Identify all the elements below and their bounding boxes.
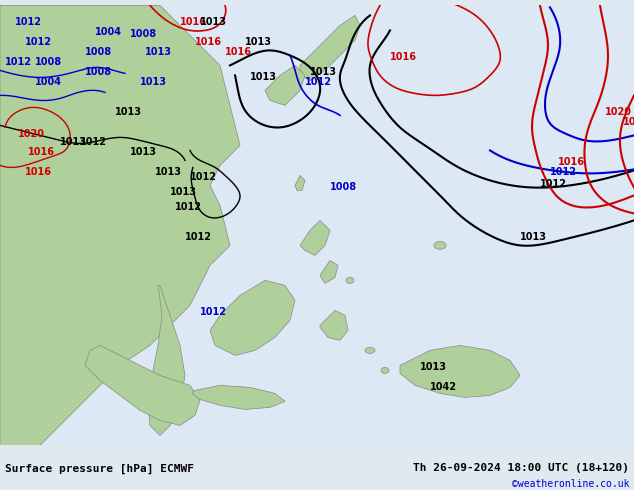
Text: 1008: 1008 (85, 48, 112, 57)
Text: 1016: 1016 (180, 18, 207, 27)
Text: 1004: 1004 (35, 77, 62, 87)
Polygon shape (192, 386, 285, 410)
Text: 1012: 1012 (550, 168, 577, 177)
Text: 1016: 1016 (225, 48, 252, 57)
Polygon shape (300, 220, 330, 255)
Ellipse shape (346, 277, 354, 283)
Text: Th 26-09-2024 18:00 UTC (18+120): Th 26-09-2024 18:00 UTC (18+120) (413, 464, 629, 473)
Text: 1008: 1008 (35, 57, 62, 68)
Text: 1013: 1013 (200, 18, 227, 27)
Ellipse shape (365, 347, 375, 353)
Ellipse shape (381, 368, 389, 373)
Polygon shape (265, 65, 305, 105)
Text: Surface pressure [hPa] ECMWF: Surface pressure [hPa] ECMWF (5, 464, 194, 473)
Polygon shape (320, 260, 338, 283)
Polygon shape (320, 310, 348, 341)
Text: 1013: 1013 (310, 68, 337, 77)
Text: 1024: 1024 (623, 118, 634, 127)
Polygon shape (0, 5, 240, 445)
Text: 1020: 1020 (18, 129, 45, 139)
Polygon shape (400, 345, 520, 397)
Text: 1016: 1016 (195, 37, 222, 48)
Text: 1012: 1012 (200, 307, 227, 318)
Polygon shape (85, 345, 200, 425)
Text: 1012: 1012 (540, 179, 567, 190)
Text: 1013: 1013 (420, 363, 447, 372)
Text: 1012: 1012 (305, 77, 332, 87)
Text: 1016: 1016 (25, 168, 52, 177)
Polygon shape (210, 280, 295, 355)
Text: 1012: 1012 (190, 172, 217, 182)
Text: 1013: 1013 (155, 168, 182, 177)
Text: 1013: 1013 (130, 147, 157, 157)
Text: 1012: 1012 (5, 57, 32, 68)
Text: 1008: 1008 (330, 182, 357, 193)
Text: 1012: 1012 (185, 232, 212, 243)
Text: 1020: 1020 (605, 107, 632, 118)
Polygon shape (300, 15, 360, 80)
Text: 1008: 1008 (130, 29, 157, 39)
Text: 1013: 1013 (250, 73, 277, 82)
Text: 1012: 1012 (25, 37, 52, 48)
Text: 1013: 1013 (145, 48, 172, 57)
Polygon shape (295, 175, 305, 191)
Text: 1013: 1013 (245, 37, 272, 48)
Text: 1012: 1012 (175, 202, 202, 212)
Text: 1016: 1016 (558, 157, 585, 168)
Text: 1013: 1013 (60, 137, 87, 147)
Polygon shape (148, 285, 185, 436)
Text: 1016: 1016 (390, 52, 417, 62)
Text: ©weatheronline.co.uk: ©weatheronline.co.uk (512, 479, 629, 489)
Text: 1013: 1013 (140, 77, 167, 87)
Text: 1016: 1016 (28, 147, 55, 157)
Text: 1004: 1004 (95, 27, 122, 37)
Text: 1008: 1008 (85, 68, 112, 77)
Text: 1013: 1013 (115, 107, 142, 118)
Text: 1013: 1013 (170, 187, 197, 197)
Text: 1012: 1012 (80, 137, 107, 147)
Text: 1013: 1013 (520, 232, 547, 243)
Text: 1012: 1012 (15, 18, 42, 27)
Ellipse shape (434, 242, 446, 249)
Text: 1042: 1042 (430, 382, 457, 392)
